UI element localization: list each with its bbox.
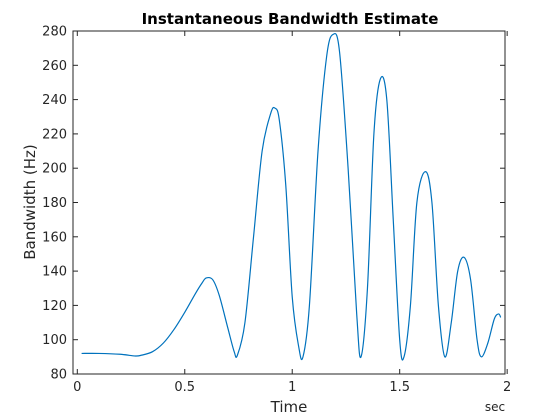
y-tick-label-260: 260 — [42, 59, 67, 74]
x-axis-unit: sec — [485, 400, 505, 414]
plot-area — [72, 30, 506, 375]
x-tick-label-1: 1 — [288, 380, 296, 395]
x-axis: 0 0.5 1 1.5 2 — [73, 31, 511, 395]
y-tick-label-180: 180 — [42, 196, 67, 211]
y-tick-label-240: 240 — [42, 93, 67, 108]
x-axis-label: Time — [270, 398, 308, 416]
bandwidth-series-line — [81, 33, 502, 361]
y-tick-label-160: 160 — [42, 230, 67, 245]
x-tick-label-0: 0 — [73, 380, 81, 395]
x-tick-label-1.5: 1.5 — [389, 380, 410, 395]
y-tick-label-280: 280 — [42, 25, 67, 40]
x-tick-label-0.5: 0.5 — [174, 380, 195, 395]
y-tick-label-220: 220 — [42, 127, 67, 142]
chart-title: Instantaneous Bandwidth Estimate — [142, 10, 439, 28]
y-tick-label-140: 140 — [42, 265, 67, 280]
x-tick-label-2: 2 — [503, 380, 511, 395]
y-tick-label-100: 100 — [42, 333, 67, 348]
y-tick-label-200: 200 — [42, 162, 67, 177]
y-tick-label-80: 80 — [50, 368, 67, 383]
y-tick-label-120: 120 — [42, 299, 67, 314]
y-axis-label: Bandwidth (Hz) — [21, 144, 39, 259]
y-axis: 80 100 120 140 160 180 200 220 240 260 280 — [42, 25, 505, 383]
